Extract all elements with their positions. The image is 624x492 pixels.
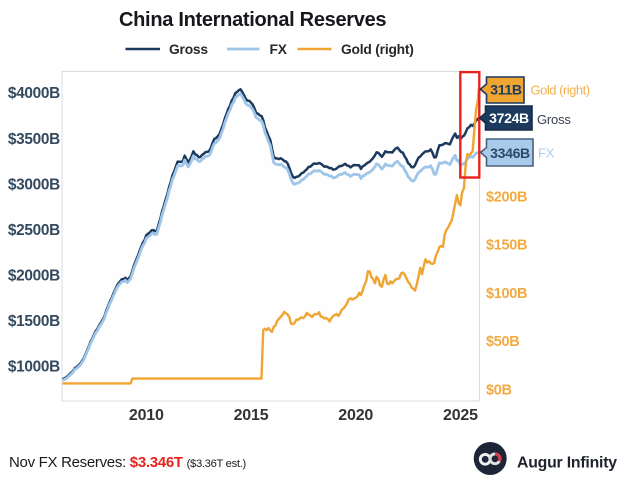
- svg-text:$3000B: $3000B: [8, 176, 60, 193]
- svg-text:$2000B: $2000B: [8, 268, 60, 285]
- svg-text:Gold (right): Gold (right): [341, 42, 414, 57]
- svg-text:$1000B: $1000B: [8, 359, 60, 376]
- svg-text:$50B: $50B: [486, 334, 519, 350]
- svg-text:2020: 2020: [338, 407, 373, 424]
- svg-text:2025: 2025: [443, 407, 478, 424]
- svg-text:Gross: Gross: [169, 42, 208, 57]
- svg-text:Gross: Gross: [537, 112, 571, 127]
- svg-text:China International Reserves: China International Reserves: [119, 9, 386, 31]
- svg-text:Gold (right): Gold (right): [531, 83, 590, 98]
- svg-text:311B: 311B: [490, 82, 522, 98]
- svg-text:$200B: $200B: [486, 189, 527, 205]
- svg-text:$1500B: $1500B: [8, 313, 60, 330]
- svg-text:3724B: 3724B: [489, 110, 529, 126]
- svg-text:$0B: $0B: [486, 382, 512, 398]
- svg-text:2015: 2015: [234, 407, 269, 424]
- svg-text:Augur Infinity: Augur Infinity: [517, 455, 617, 472]
- svg-text:FX: FX: [538, 146, 555, 161]
- svg-text:$100B: $100B: [486, 286, 527, 302]
- svg-text:3346B: 3346B: [490, 145, 530, 161]
- svg-text:$2500B: $2500B: [8, 222, 60, 239]
- svg-text:$4000B: $4000B: [8, 85, 60, 102]
- svg-text:FX: FX: [270, 42, 288, 57]
- svg-text:Nov FX Reserves: $3.346T ($3.3: Nov FX Reserves: $3.346T ($3.36T est.): [9, 454, 247, 471]
- svg-text:$3500B: $3500B: [8, 131, 60, 148]
- svg-text:2010: 2010: [129, 407, 164, 424]
- svg-text:$150B: $150B: [486, 238, 527, 254]
